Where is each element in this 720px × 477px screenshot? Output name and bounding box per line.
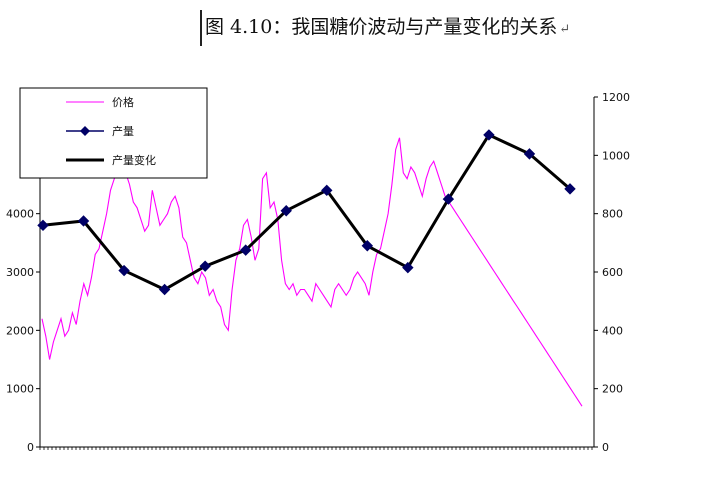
left-tick-label: 0 bbox=[27, 441, 34, 454]
right-tick-label: 600 bbox=[602, 266, 623, 279]
right-tick-label: 1000 bbox=[602, 149, 630, 162]
legend-label-production: 产量 bbox=[112, 124, 134, 138]
left-tick-label: 2000 bbox=[6, 324, 34, 337]
production-point bbox=[564, 183, 576, 195]
production-point bbox=[483, 129, 495, 141]
production-point bbox=[523, 148, 536, 160]
production-point bbox=[37, 219, 49, 232]
production-point bbox=[442, 193, 455, 205]
left-tick-label: 1000 bbox=[6, 383, 34, 396]
legend-marker-production bbox=[80, 126, 90, 136]
production-change-line bbox=[42, 132, 571, 292]
axes: 0100020003000400050600200400600800100012… bbox=[6, 91, 630, 454]
right-tick-label: 400 bbox=[602, 324, 623, 337]
price-series bbox=[41, 137, 583, 407]
production-point bbox=[280, 205, 292, 217]
right-tick-label: 800 bbox=[602, 208, 623, 221]
return-mark-icon: ↵ bbox=[559, 22, 571, 37]
production-point bbox=[77, 215, 90, 227]
production-point bbox=[402, 261, 414, 274]
right-tick-label: 0 bbox=[602, 441, 609, 454]
price-line bbox=[41, 137, 583, 407]
right-tick-label: 200 bbox=[602, 383, 623, 396]
legend-label-production-change: 产量变化 bbox=[112, 153, 156, 167]
production-series bbox=[37, 129, 576, 296]
production-point bbox=[321, 184, 333, 197]
legend-box bbox=[19, 87, 208, 179]
production-point bbox=[158, 283, 171, 296]
production-point bbox=[118, 264, 130, 277]
production-point bbox=[239, 244, 252, 256]
production-point bbox=[199, 260, 211, 272]
figure-title-text: 图 4.10：我国糖价波动与产量变化的关系 bbox=[205, 16, 558, 38]
legend-label-price: 价格 bbox=[112, 95, 134, 109]
figure-title: 图 4.10：我国糖价波动与产量变化的关系 ↵ bbox=[200, 10, 570, 46]
left-tick-label: 3000 bbox=[6, 266, 34, 279]
production-point bbox=[361, 240, 374, 252]
left-tick-label: 4000 bbox=[6, 208, 34, 221]
right-tick-label: 1200 bbox=[602, 91, 630, 104]
